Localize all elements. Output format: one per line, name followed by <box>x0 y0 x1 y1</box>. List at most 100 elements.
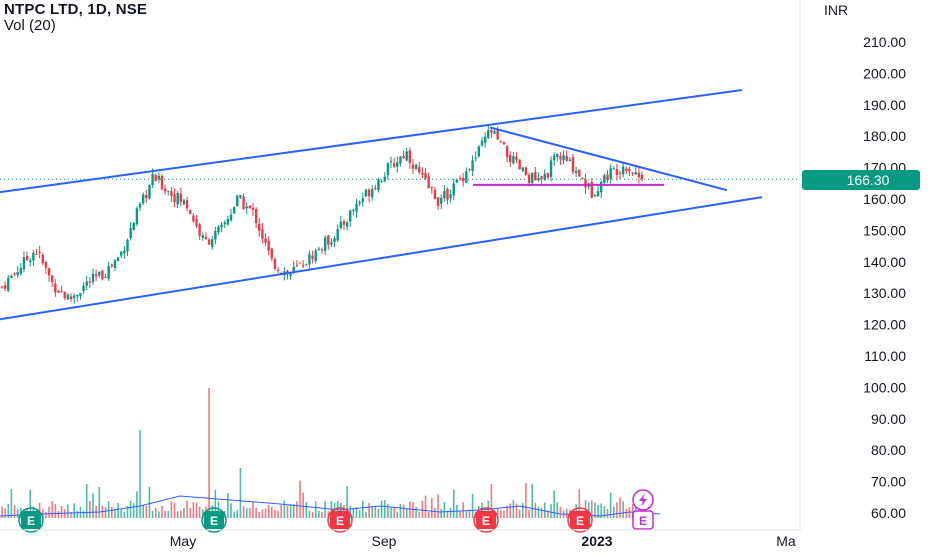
candle-body <box>414 164 418 169</box>
candle-body <box>98 271 101 276</box>
volume-bar <box>201 509 204 518</box>
candle-body <box>126 239 129 252</box>
candle-body <box>295 264 299 266</box>
volume-bar <box>459 510 461 518</box>
price-tick-label: 90.00 <box>871 411 906 427</box>
currency-label: INR <box>824 2 848 18</box>
volume-bar <box>132 503 135 518</box>
candle-body <box>386 163 390 175</box>
candle-body <box>606 174 609 181</box>
lightning-icon[interactable] <box>632 489 654 511</box>
candle-body <box>210 239 214 247</box>
upcoming-earnings-badge <box>632 510 654 530</box>
candle-body <box>377 179 380 191</box>
volume-bar <box>45 511 47 518</box>
candle-body <box>198 224 201 237</box>
candle-body <box>596 191 600 197</box>
volume-bar <box>186 500 188 518</box>
drawings-layer[interactable] <box>0 89 763 321</box>
volume-bar <box>183 508 185 518</box>
channel-lower-trendline[interactable] <box>0 196 763 321</box>
candle-body <box>154 175 157 181</box>
price-tick-label: 70.00 <box>871 474 906 490</box>
volume-bar <box>1 506 3 518</box>
volume-bar <box>67 504 69 518</box>
volume-bar <box>371 506 373 518</box>
volume-bar <box>280 504 283 518</box>
volume-bar <box>481 502 483 518</box>
candle-body <box>374 187 377 189</box>
candle-body <box>239 195 242 198</box>
candle-body <box>54 283 57 293</box>
triangle-upper-trendline[interactable] <box>489 126 728 192</box>
volume-bar <box>333 502 336 518</box>
earnings-marker[interactable]: E <box>567 507 593 533</box>
price-tick-label: 210.00 <box>863 34 906 50</box>
candle-body <box>615 168 619 175</box>
volume-indicator-label[interactable]: Vol (20) <box>4 17 56 34</box>
channel-upper-trendline[interactable] <box>0 89 743 194</box>
candle-body <box>311 255 314 260</box>
price-tick-label: 60.00 <box>871 505 906 521</box>
volume-bar <box>550 504 552 518</box>
candle-body <box>468 169 471 171</box>
candle-body <box>179 193 183 203</box>
candle-body <box>132 223 135 230</box>
time-axis[interactable]: May Sep 2023 Ma <box>170 533 796 549</box>
candle-body <box>396 162 399 167</box>
volume-bar <box>437 494 439 518</box>
candle-body <box>157 175 161 180</box>
candle-body <box>148 184 151 199</box>
volume-bar <box>76 511 79 518</box>
candle-body <box>612 168 615 170</box>
volume-bar <box>412 502 414 518</box>
candle-body <box>101 270 104 280</box>
candle-body <box>327 235 330 245</box>
candle-body <box>418 166 421 173</box>
volume-bar <box>92 493 94 518</box>
volume-bar <box>390 507 392 518</box>
volume-bar <box>324 501 326 518</box>
candle-body <box>458 178 462 180</box>
price-axis[interactable]: INR 210.00200.00190.00180.00170.00160.00… <box>824 2 906 521</box>
candle-body <box>135 208 139 225</box>
volume-bar <box>506 505 508 518</box>
volume-bar <box>431 498 433 518</box>
earnings-marker[interactable]: E <box>18 507 44 533</box>
volume-bar <box>192 502 195 518</box>
candle-body <box>618 172 622 174</box>
candle-body <box>16 272 19 276</box>
volume-bar <box>553 490 555 518</box>
earnings-marker[interactable]: E <box>327 507 353 533</box>
volume-bar <box>236 509 239 518</box>
candle-body <box>559 156 562 160</box>
earnings-marker[interactable]: E <box>473 507 499 533</box>
upcoming-earnings-marker[interactable]: E <box>632 510 654 530</box>
volume-bar <box>374 505 377 518</box>
candle-body <box>91 273 95 283</box>
candle-body <box>176 192 179 205</box>
candle-body <box>552 155 556 161</box>
candle-body <box>320 249 324 251</box>
volume-bar <box>104 507 107 518</box>
symbol-title[interactable]: NTPC LTD, 1D, NSE <box>4 1 148 18</box>
candle-body <box>242 196 245 210</box>
volume-bar <box>616 502 618 518</box>
volume-bar <box>409 501 411 518</box>
candle-body <box>145 195 148 198</box>
earnings-marker-ring <box>327 507 353 533</box>
earnings-marker[interactable]: E <box>201 507 227 533</box>
volume-bar <box>540 507 543 518</box>
volume-bar <box>60 506 63 518</box>
candle-body <box>151 173 154 186</box>
volume-bar <box>449 507 452 518</box>
volume-bar <box>597 505 599 518</box>
volume-bar <box>29 489 32 518</box>
volume-bar <box>148 486 151 518</box>
volume-bar <box>318 510 320 518</box>
candle-body <box>192 215 195 222</box>
volume-bar <box>255 507 257 518</box>
volume-bar <box>465 511 468 518</box>
